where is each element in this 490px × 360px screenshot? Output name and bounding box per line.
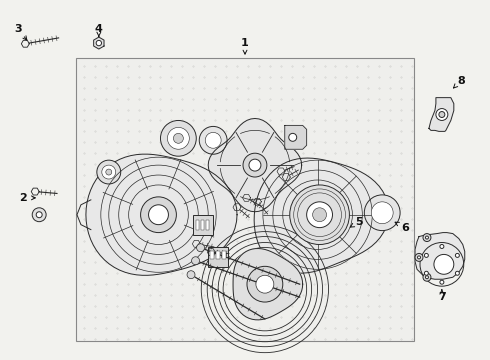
Circle shape [423,234,431,242]
Circle shape [440,244,444,248]
Circle shape [168,127,189,149]
Polygon shape [233,248,303,320]
Circle shape [192,257,199,265]
Circle shape [307,202,333,228]
Polygon shape [86,154,237,275]
Circle shape [365,195,400,231]
Text: 8: 8 [457,76,465,86]
Circle shape [199,126,227,154]
Circle shape [187,271,195,279]
Circle shape [434,255,454,274]
Text: 6: 6 [401,222,409,233]
Circle shape [425,236,428,239]
Circle shape [249,159,261,171]
Circle shape [205,132,221,148]
Text: 4: 4 [95,24,103,34]
Circle shape [247,266,283,302]
Bar [208,247,228,267]
Polygon shape [429,98,454,131]
Bar [201,220,204,230]
Bar [222,251,226,260]
Text: 2: 2 [20,193,27,203]
Polygon shape [254,158,389,273]
Circle shape [424,253,428,257]
Circle shape [106,169,112,175]
Circle shape [243,153,267,177]
Text: 1: 1 [241,38,249,48]
Circle shape [440,280,444,284]
Circle shape [196,244,204,252]
Circle shape [141,197,176,233]
Circle shape [423,273,431,281]
Text: 7: 7 [438,292,446,302]
Bar [196,220,199,230]
Text: 5: 5 [356,217,363,227]
Circle shape [96,40,101,46]
Polygon shape [208,118,302,212]
Circle shape [97,160,121,184]
Polygon shape [415,233,465,279]
Circle shape [455,253,459,257]
Circle shape [148,205,169,225]
Circle shape [313,208,326,222]
Circle shape [36,212,42,218]
Circle shape [32,208,46,222]
Circle shape [415,253,423,261]
Circle shape [455,271,459,275]
Circle shape [417,256,420,259]
Polygon shape [285,125,307,149]
Bar [206,220,209,230]
Circle shape [436,109,448,121]
Circle shape [425,276,428,279]
Circle shape [161,121,196,156]
Circle shape [102,165,116,179]
Text: 3: 3 [15,24,22,34]
Circle shape [256,275,274,293]
Circle shape [424,271,428,275]
Circle shape [371,202,393,224]
Circle shape [310,207,325,223]
Bar [193,215,213,235]
Circle shape [289,133,297,141]
Bar [210,251,214,260]
Bar [216,251,220,260]
Bar [76,58,414,341]
Circle shape [173,133,183,143]
Circle shape [290,185,349,244]
Circle shape [302,199,334,231]
Circle shape [439,112,445,117]
Polygon shape [94,37,104,49]
